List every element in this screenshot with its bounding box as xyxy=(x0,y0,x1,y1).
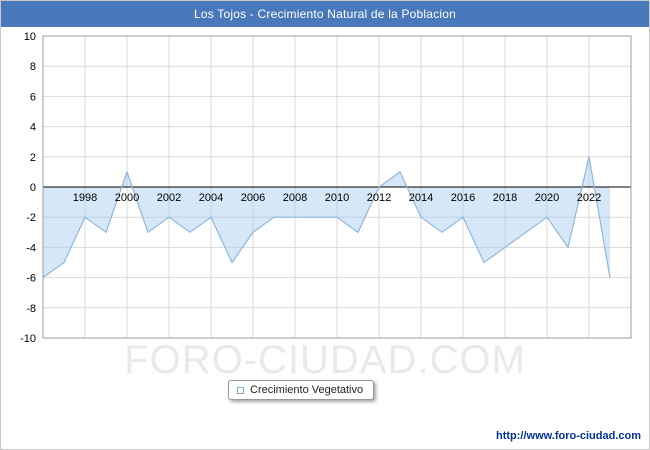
legend: Crecimiento Vegetativo xyxy=(228,380,375,400)
page-title: Los Tojos - Crecimiento Natural de la Po… xyxy=(194,7,456,21)
x-axis-tick-label: 2020 xyxy=(535,192,559,204)
plot-border xyxy=(42,35,632,339)
y-axis-tick-label: -4 xyxy=(26,242,36,254)
y-axis-tick-label: -6 xyxy=(26,273,36,285)
x-axis-tick-label: 2010 xyxy=(325,192,349,204)
x-axis-tick-label: 2012 xyxy=(367,192,391,204)
y-axis-tick-label: 10 xyxy=(24,31,36,43)
y-axis-tick-label: 4 xyxy=(30,122,36,134)
footer-link[interactable]: http://www.foro-ciudad.com xyxy=(495,430,641,442)
legend-series-marker-icon xyxy=(237,386,244,394)
y-axis-tick-label: 2 xyxy=(30,152,36,164)
y-axis-tick-label: -10 xyxy=(20,333,36,345)
y-axis-tick-label: 0 xyxy=(30,182,36,194)
x-axis-tick-label: 2018 xyxy=(493,192,517,204)
x-axis-tick-label: 2002 xyxy=(157,192,181,204)
x-axis-tick-label: 2008 xyxy=(283,192,307,204)
x-axis-tick-label: 2004 xyxy=(199,192,223,204)
chart-title-bar: Los Tojos - Crecimiento Natural de la Po… xyxy=(1,1,649,27)
y-axis-tick-label: -8 xyxy=(26,303,36,315)
y-axis-tick-label: 8 xyxy=(30,61,36,73)
watermark: FORO-CIUDAD.COM xyxy=(124,338,526,382)
x-axis-tick-label: 2006 xyxy=(241,192,265,204)
legend-series-label[interactable]: Crecimiento Vegetativo xyxy=(250,384,364,396)
x-axis-tick-label: 1998 xyxy=(73,192,97,204)
x-axis-tick-label: 2000 xyxy=(115,192,139,204)
x-axis-tick-label: 2022 xyxy=(577,192,601,204)
y-axis-tick-label: -2 xyxy=(26,212,36,224)
x-axis-tick-label: 2014 xyxy=(409,192,433,204)
data-line xyxy=(42,156,611,279)
y-axis-tick-label: 6 xyxy=(30,91,36,103)
x-axis-tick-label: 2016 xyxy=(451,192,475,204)
